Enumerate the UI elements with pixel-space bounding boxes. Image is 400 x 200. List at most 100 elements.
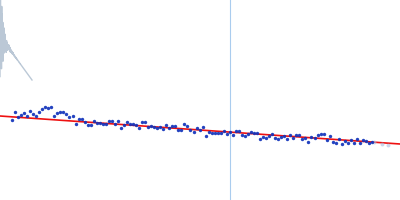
Point <box>39 108 46 111</box>
Point <box>266 134 272 137</box>
Point <box>320 133 327 136</box>
Point <box>193 127 200 130</box>
Point <box>102 122 109 126</box>
Point <box>139 121 145 124</box>
Point <box>351 141 357 145</box>
Point <box>260 135 266 138</box>
Point <box>332 141 339 145</box>
Point <box>33 114 40 117</box>
Point <box>12 110 18 113</box>
Point <box>324 138 330 142</box>
Point <box>75 117 82 120</box>
Point <box>293 133 300 137</box>
Point <box>160 128 166 131</box>
Point <box>254 131 260 134</box>
Point <box>66 115 73 119</box>
Point <box>248 130 254 133</box>
Point <box>230 134 236 137</box>
Point <box>354 137 360 140</box>
Point <box>157 125 164 128</box>
Point <box>371 140 377 144</box>
Point <box>148 125 154 128</box>
Point <box>272 136 278 140</box>
Point <box>178 128 185 132</box>
Point <box>202 135 209 138</box>
Point <box>42 105 48 109</box>
Point <box>302 137 309 140</box>
Point <box>106 120 112 123</box>
Point <box>36 111 42 114</box>
Point <box>154 126 160 130</box>
Point <box>360 139 366 142</box>
Point <box>239 133 245 136</box>
Point <box>15 116 21 119</box>
Point <box>287 134 294 137</box>
Point <box>184 125 191 128</box>
Point <box>63 113 70 116</box>
Point <box>84 124 91 127</box>
Point <box>344 141 351 145</box>
Point <box>348 138 354 142</box>
Point <box>233 129 239 132</box>
Point <box>96 122 103 125</box>
Point <box>57 110 64 114</box>
Point <box>218 131 224 135</box>
Point <box>51 115 58 118</box>
Point <box>112 123 118 126</box>
Point <box>317 132 324 136</box>
Point <box>199 125 206 128</box>
Point <box>281 134 288 137</box>
Point <box>251 132 257 135</box>
Point <box>45 107 52 110</box>
Point <box>206 130 212 133</box>
Point <box>236 130 242 133</box>
Point <box>330 140 336 144</box>
Point <box>296 133 302 136</box>
Point <box>90 120 97 123</box>
Point <box>257 137 263 140</box>
Point <box>69 114 76 117</box>
Point <box>115 120 121 123</box>
Point <box>54 111 60 114</box>
Point <box>338 142 345 146</box>
Point <box>163 124 170 127</box>
Point <box>242 135 248 138</box>
Point <box>48 106 54 109</box>
Point <box>78 117 85 121</box>
Point <box>208 131 215 135</box>
Point <box>220 129 227 132</box>
Point <box>299 137 306 140</box>
Point <box>27 109 33 112</box>
Point <box>214 132 221 135</box>
Point <box>145 126 151 129</box>
Point <box>100 123 106 126</box>
Point <box>60 111 67 114</box>
Point <box>9 118 15 122</box>
Point <box>187 128 194 132</box>
Point <box>127 123 133 126</box>
Point <box>224 132 230 135</box>
Point <box>357 141 363 144</box>
Point <box>136 126 142 130</box>
Point <box>369 141 375 144</box>
Point <box>366 142 372 145</box>
Point <box>278 135 284 139</box>
Point <box>169 124 176 128</box>
Point <box>175 128 182 132</box>
Point <box>124 121 130 124</box>
Point <box>30 112 36 116</box>
Point <box>311 136 318 140</box>
Point <box>269 132 275 135</box>
Point <box>379 143 385 146</box>
Point <box>18 113 24 117</box>
Point <box>118 126 124 129</box>
Point <box>305 141 312 144</box>
Point <box>284 137 290 140</box>
Point <box>275 138 282 141</box>
Point <box>342 139 348 142</box>
Point <box>196 128 203 131</box>
Point <box>336 137 342 141</box>
Point <box>181 123 188 126</box>
Point <box>21 112 27 115</box>
Point <box>109 119 115 122</box>
